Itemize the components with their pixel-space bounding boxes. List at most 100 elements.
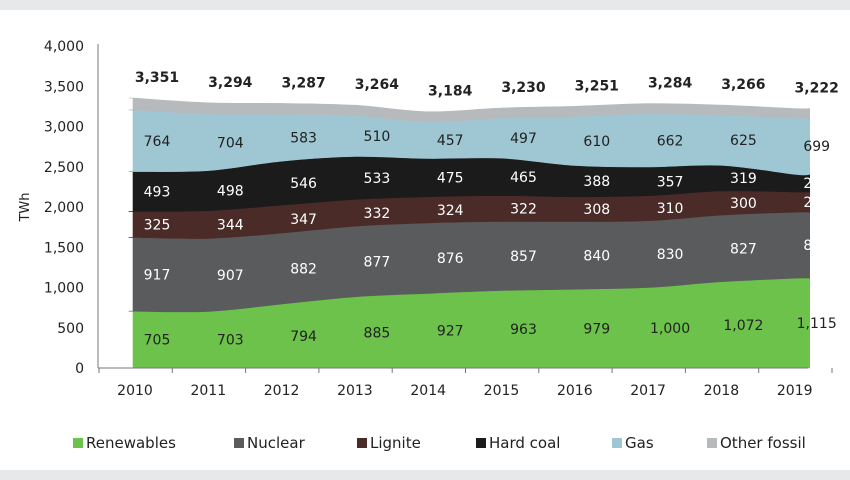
value-label-gas: 662 — [657, 133, 684, 149]
value-label-renewables: 1,115 — [797, 316, 837, 332]
y-tick-label: 1,500 — [44, 240, 84, 256]
legend-label-renewables: Renewables — [86, 434, 176, 452]
value-label-renewables: 705 — [144, 333, 171, 349]
total-label: 3,284 — [648, 76, 693, 92]
total-label: 3,294 — [208, 75, 253, 91]
y-tick-label: 1,000 — [44, 281, 84, 297]
y-tick-label: 0 — [75, 361, 84, 377]
value-label-gas: 497 — [510, 131, 537, 147]
legend-swatch-renewables — [73, 438, 83, 448]
value-label-lignite: 252 — [803, 195, 830, 211]
y-tick-label: 2,000 — [44, 200, 84, 216]
legend-swatch-gas — [612, 438, 622, 448]
stacked-area-chart: 705 703 794 885 927 963 979 1,000 1,072 1,115 917 9… — [18, 39, 839, 452]
value-label-hard-coal: 218 — [803, 176, 830, 192]
y-tick-label: 4,000 — [44, 39, 84, 55]
value-label-nuclear: 907 — [217, 268, 244, 284]
value-label-nuclear: 917 — [144, 267, 171, 283]
x-tick-label: 2013 — [337, 383, 373, 399]
total-label: 3,230 — [501, 80, 546, 96]
value-label-renewables: 794 — [290, 329, 317, 345]
value-label-lignite: 310 — [657, 201, 684, 217]
y-axis-label: TWh — [18, 192, 33, 222]
value-label-nuclear: 821 — [803, 238, 830, 254]
legend-label-gas: Gas — [625, 434, 654, 452]
value-label-lignite: 332 — [364, 206, 391, 222]
x-tick-label: 2012 — [264, 383, 300, 399]
y-tick-label: 2,500 — [44, 160, 84, 176]
value-label-hard-coal: 533 — [364, 171, 391, 187]
value-label-gas: 510 — [364, 129, 391, 145]
x-tick-label: 2014 — [410, 383, 446, 399]
value-label-nuclear: 876 — [437, 251, 464, 267]
total-label: 3,287 — [281, 75, 325, 91]
value-label-lignite: 344 — [217, 218, 244, 234]
value-label-renewables: 927 — [437, 324, 464, 340]
value-label-lignite: 322 — [510, 202, 537, 218]
value-labels: 705 703 794 885 927 963 979 1,000 1,072 1,115 917 9… — [144, 129, 837, 349]
value-label-gas: 699 — [803, 139, 830, 155]
value-label-lignite: 300 — [730, 196, 757, 212]
value-label-hard-coal: 465 — [510, 170, 537, 186]
legend-swatch-other-fossil — [707, 438, 717, 448]
legend-label-lignite: Lignite — [370, 434, 421, 452]
series-areas — [128, 97, 810, 369]
value-label-gas: 704 — [217, 135, 244, 151]
value-label-renewables: 1,000 — [650, 321, 690, 337]
value-label-lignite: 325 — [144, 217, 171, 233]
value-label-lignite: 324 — [437, 203, 464, 219]
value-label-hard-coal: 493 — [144, 184, 171, 200]
value-label-nuclear: 882 — [290, 262, 317, 278]
y-tick-label: 500 — [57, 321, 84, 337]
x-tick-label: 2015 — [484, 383, 520, 399]
value-label-hard-coal: 388 — [583, 174, 610, 190]
value-label-lignite: 308 — [583, 202, 610, 218]
x-tick-label: 2017 — [630, 383, 666, 399]
value-label-nuclear: 857 — [510, 249, 537, 265]
value-label-hard-coal: 319 — [730, 171, 757, 187]
x-tick-label: 2011 — [190, 383, 226, 399]
total-label: 3,222 — [795, 81, 839, 97]
legend-label-other-fossil: Other fossil — [720, 434, 806, 452]
value-label-hard-coal: 546 — [290, 176, 317, 192]
value-label-renewables: 703 — [217, 333, 244, 349]
x-tick-label: 2010 — [117, 383, 153, 399]
y-tick-label: 3,000 — [44, 120, 84, 136]
x-tick-label: 2019 — [777, 383, 813, 399]
value-label-renewables: 979 — [583, 322, 610, 338]
legend: Renewables Nuclear Lignite Hard coal Gas Othe… — [73, 434, 806, 452]
chart-panel: 705 703 794 885 927 963 979 1,000 1,072 1,115 917 9… — [0, 10, 850, 470]
total-label: 3,266 — [721, 77, 765, 93]
value-label-gas: 764 — [144, 134, 171, 150]
value-label-nuclear: 827 — [730, 241, 757, 257]
value-label-nuclear: 830 — [657, 247, 684, 263]
y-tick-label: 3,500 — [44, 79, 84, 95]
x-tick-label: 2018 — [704, 383, 740, 399]
value-label-renewables: 1,072 — [723, 318, 763, 334]
legend-swatch-hard-coal — [476, 438, 486, 448]
value-label-gas: 625 — [730, 133, 757, 149]
axes: 0 500 1,000 1,500 2,000 2,500 3,000 3,500 4,000 2… — [18, 39, 833, 399]
legend-label-hard-coal: Hard coal — [489, 434, 560, 452]
legend-swatch-nuclear — [234, 438, 244, 448]
value-label-renewables: 963 — [510, 322, 537, 338]
value-label-hard-coal: 498 — [217, 184, 244, 200]
value-label-nuclear: 840 — [583, 248, 610, 264]
value-label-gas: 583 — [290, 131, 317, 147]
x-tick-label: 2016 — [557, 383, 593, 399]
total-label: 3,184 — [428, 84, 473, 100]
total-label: 3,251 — [575, 78, 619, 94]
total-label: 3,351 — [135, 70, 179, 86]
area-other-fossil — [128, 97, 810, 123]
legend-label-nuclear: Nuclear — [247, 434, 306, 452]
total-label: 3,264 — [355, 77, 400, 93]
value-label-renewables: 885 — [364, 325, 391, 341]
total-labels: 3,351 3,294 3,287 3,264 3,184 3,230 3,251 3,284… — [135, 70, 839, 99]
value-label-gas: 610 — [583, 134, 610, 150]
value-label-hard-coal: 475 — [437, 171, 464, 187]
value-label-gas: 457 — [437, 133, 464, 149]
value-label-nuclear: 877 — [364, 254, 391, 270]
value-label-hard-coal: 357 — [657, 174, 684, 190]
value-label-lignite: 347 — [290, 212, 317, 228]
